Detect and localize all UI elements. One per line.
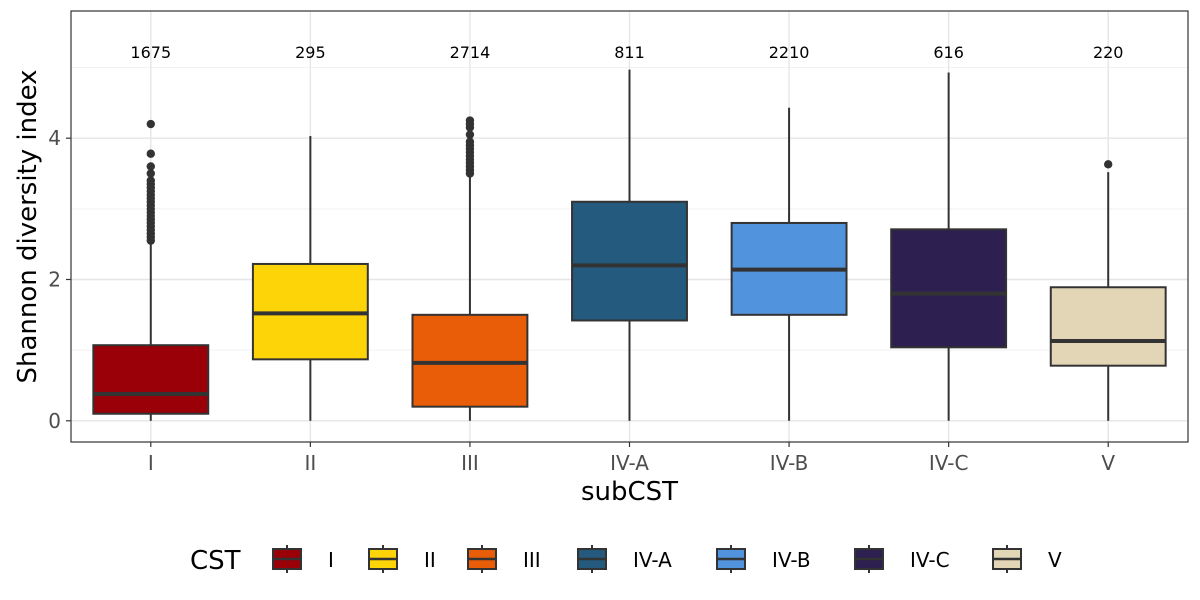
box-group	[92, 119, 210, 421]
x-axis: I II III IV-A IV-B IV-C V	[148, 442, 1115, 475]
y-tick-label: 2	[48, 267, 61, 291]
legend-label: IV-A	[633, 548, 672, 572]
x-tick-label: IV-C	[929, 451, 969, 475]
x-tick-label: I	[148, 451, 154, 475]
outlier-point	[1104, 160, 1113, 169]
box	[571, 200, 688, 322]
box-group	[571, 69, 688, 421]
legend-title: CST	[190, 546, 241, 576]
box-group	[730, 107, 848, 421]
outlier-point	[146, 149, 155, 158]
legend-item: III	[467, 545, 541, 573]
x-tick-label: IV-B	[770, 451, 809, 475]
outlier-point	[465, 130, 475, 139]
box	[92, 344, 210, 415]
outlier-point	[465, 137, 475, 146]
y-tick-label: 0	[48, 409, 61, 433]
x-tick-label: II	[304, 451, 316, 475]
count-label: 295	[295, 43, 326, 62]
legend-item: IV-C	[854, 545, 950, 573]
legend-label: IV-C	[910, 548, 950, 572]
legend-label: V	[1048, 548, 1062, 572]
y-tick-label: 4	[48, 126, 61, 150]
box	[1049, 286, 1167, 367]
count-label: 1675	[130, 43, 171, 62]
x-axis-title: subCST	[581, 477, 678, 507]
legend-label: II	[424, 548, 436, 572]
outlier-point	[146, 119, 155, 129]
y-axis: 0 2 4	[48, 126, 71, 433]
count-label: 2210	[769, 43, 810, 62]
x-tick-label: III	[461, 451, 479, 475]
legend-item: I	[272, 545, 334, 573]
legend-item: IV-B	[716, 545, 811, 573]
outlier-point	[146, 162, 155, 171]
box	[890, 228, 1008, 349]
legend-item: IV-A	[577, 545, 672, 573]
box	[411, 313, 529, 408]
legend: CST I II III IV-A IV-B IV-C V	[190, 545, 1062, 576]
outlier-point	[465, 116, 475, 125]
box-group	[1049, 160, 1167, 421]
box-group	[411, 116, 529, 421]
legend-label: I	[328, 548, 334, 572]
count-label: 811	[614, 43, 645, 62]
x-tick-label: IV-A	[610, 451, 649, 475]
count-label: 2714	[450, 43, 491, 62]
legend-label: IV-B	[772, 548, 811, 572]
count-labels: 1675 295 2714 811 2210 616 220	[130, 43, 1123, 62]
x-tick-label: V	[1101, 451, 1115, 475]
box-group	[251, 136, 369, 421]
count-label: 616	[933, 43, 964, 62]
legend-item: II	[368, 545, 436, 573]
boxes	[92, 69, 1167, 421]
outlier-point	[146, 169, 155, 178]
legend-label: III	[523, 548, 541, 572]
legend-item: V	[992, 545, 1062, 573]
outlier-point	[146, 176, 155, 185]
box-group	[890, 72, 1008, 421]
count-label: 220	[1093, 43, 1124, 62]
y-axis-title: Shannon diversity index	[13, 69, 43, 383]
